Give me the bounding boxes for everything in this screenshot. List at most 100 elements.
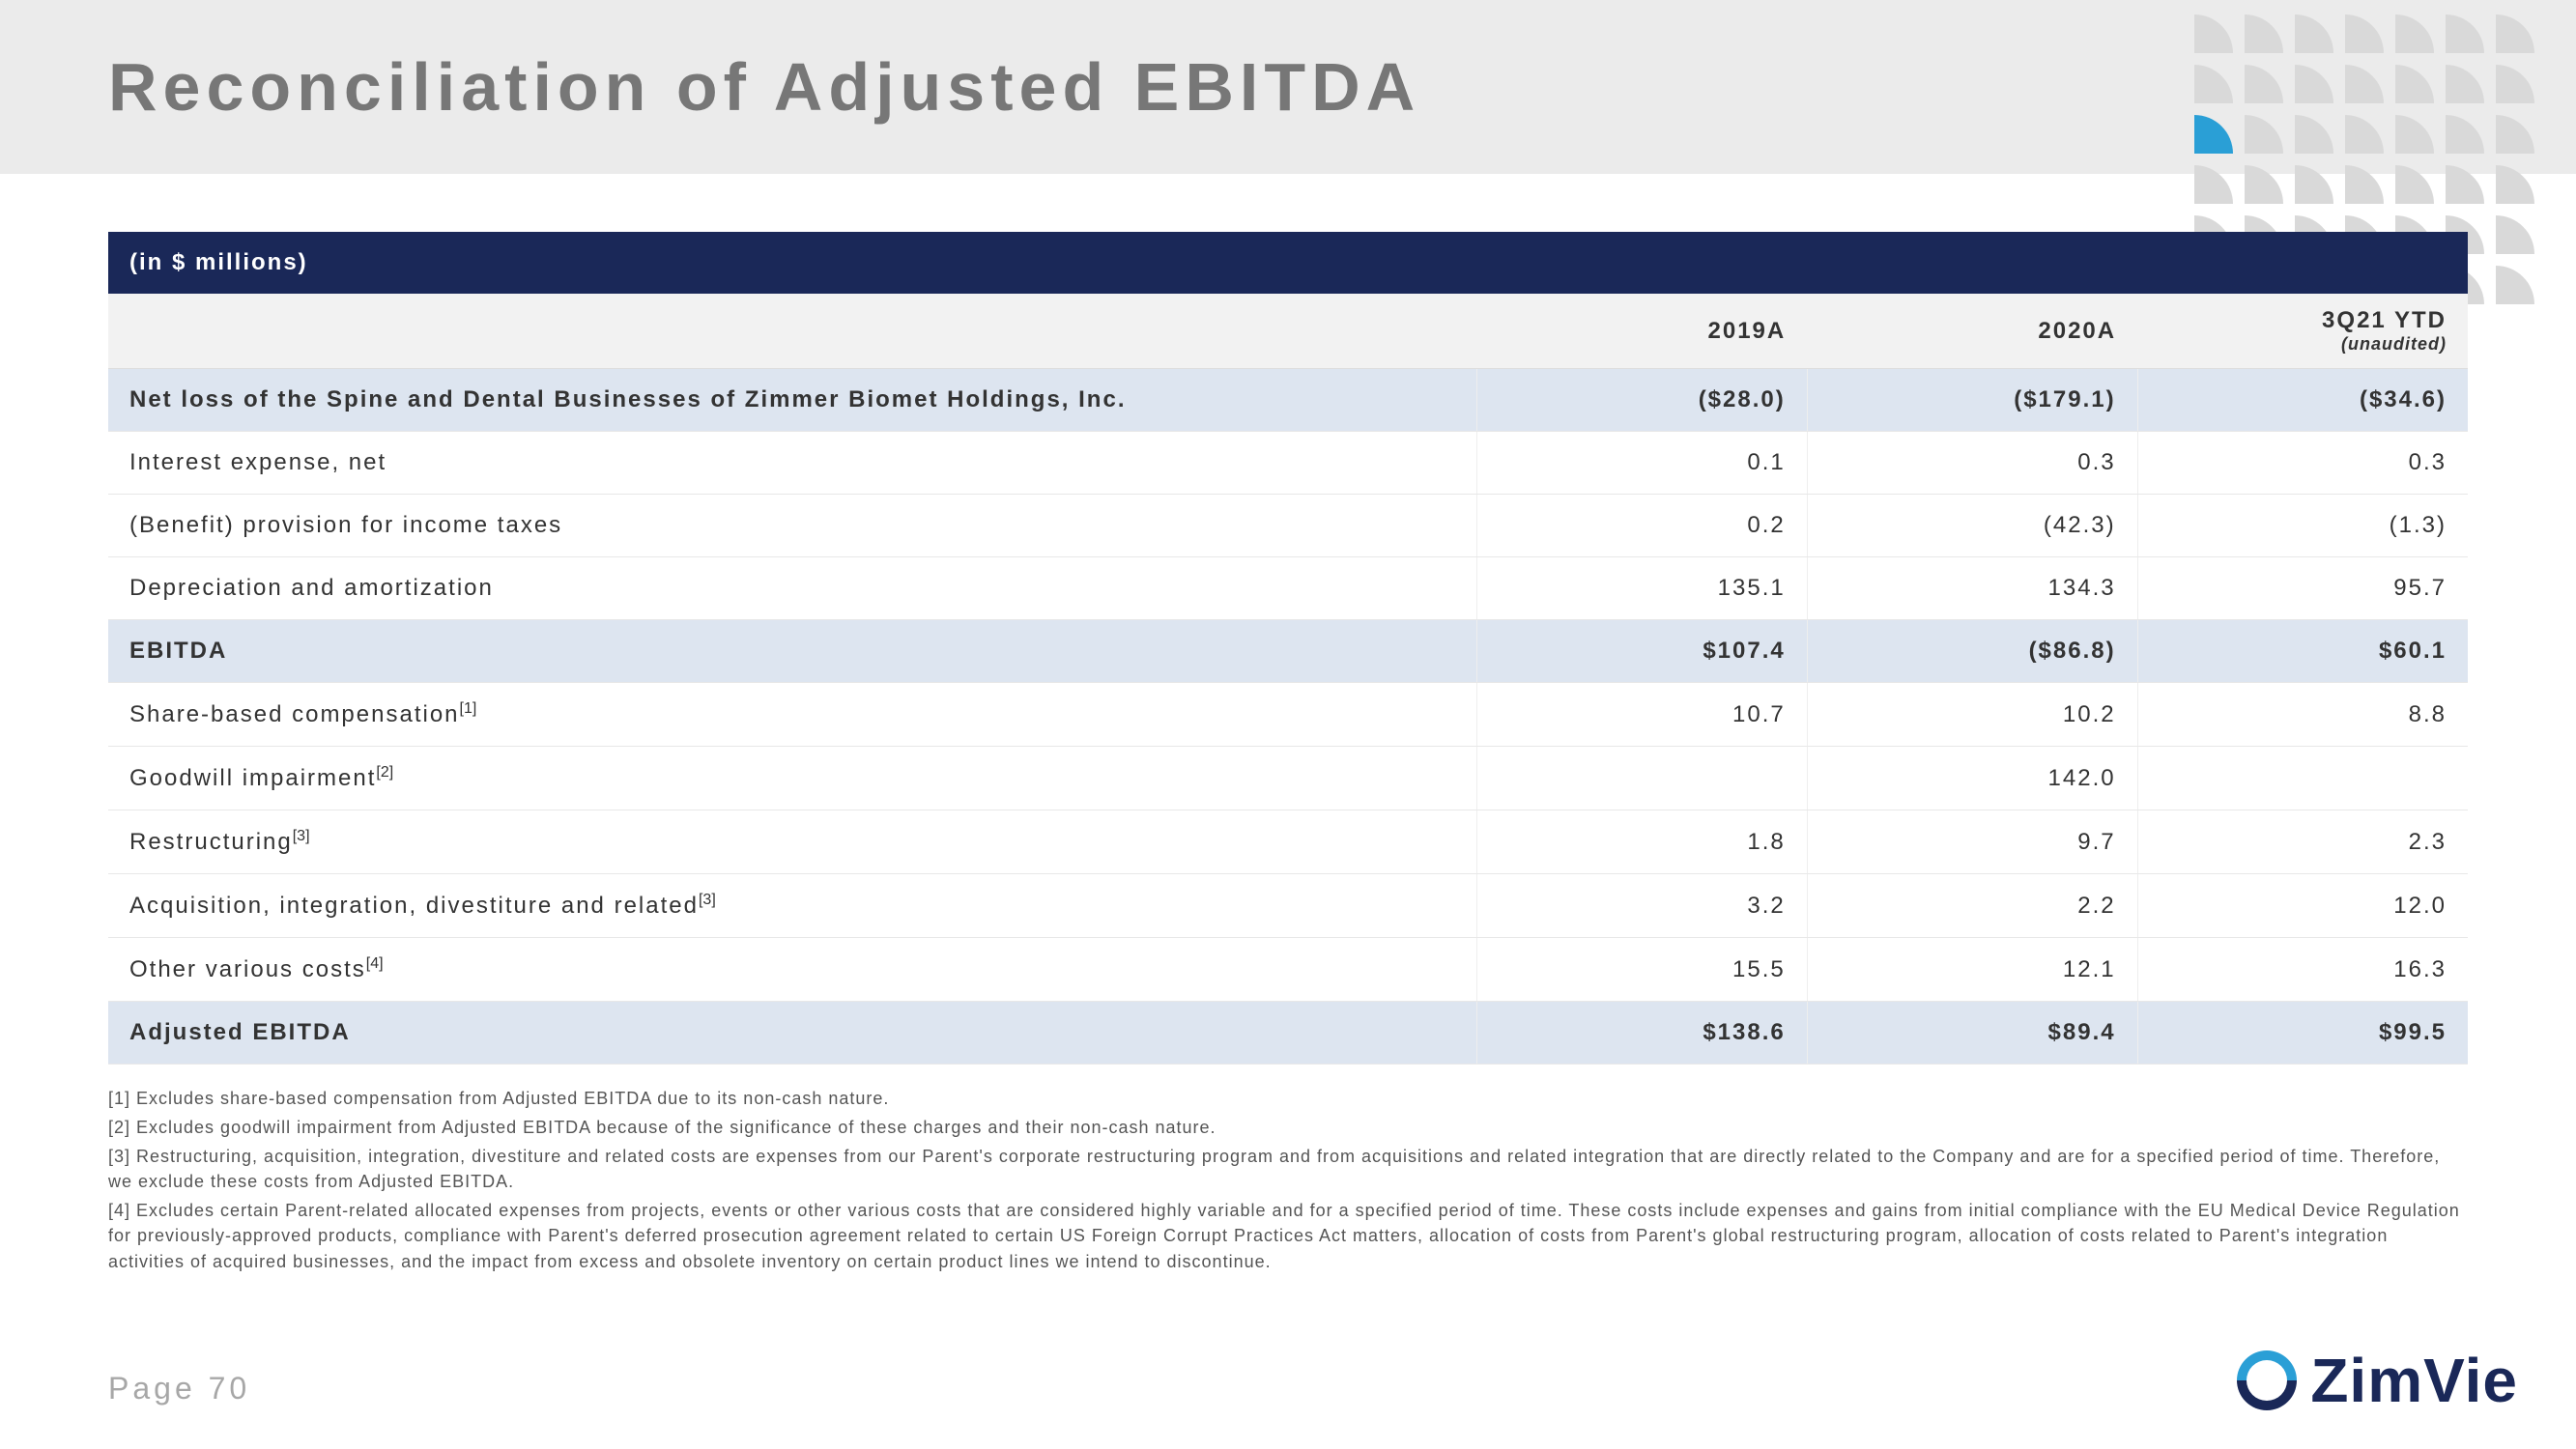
cell-value: 95.7 <box>2137 557 2468 620</box>
wedge-icon <box>2245 115 2283 154</box>
row-label: Adjusted EBITDA <box>108 1002 1476 1065</box>
footnote: [1] Excludes share-based compensation fr… <box>108 1086 2468 1111</box>
content-area: (in $ millions) 2019A 2020A 3Q21 YTD (un… <box>108 232 2468 1278</box>
col-header-2019: 2019A <box>1476 294 1807 369</box>
table-row: Adjusted EBITDA$138.6$89.4$99.5 <box>108 1002 2468 1065</box>
col-header-3q21-sub: (unaudited) <box>2159 334 2447 355</box>
cell-value: $60.1 <box>2137 620 2468 683</box>
footnote-ref: [3] <box>293 828 310 844</box>
wedge-icon <box>2245 165 2283 204</box>
footnote: [4] Excludes certain Parent-related allo… <box>108 1198 2468 1273</box>
zimvie-logo: ZimVie <box>2237 1345 2518 1416</box>
wedge-icon <box>2345 115 2384 154</box>
ebitda-table: (in $ millions) 2019A 2020A 3Q21 YTD (un… <box>108 232 2468 1065</box>
wedge-icon <box>2295 165 2333 204</box>
table-row: Share-based compensation[1]10.710.28.8 <box>108 683 2468 747</box>
wedge-accent-icon <box>2194 115 2233 154</box>
wedge-icon <box>2345 14 2384 53</box>
row-label: Goodwill impairment[2] <box>108 747 1476 810</box>
wedge-icon <box>2395 65 2434 103</box>
cell-value: 134.3 <box>1807 557 2137 620</box>
cell-value: $89.4 <box>1807 1002 2137 1065</box>
wedge-icon <box>2395 165 2434 204</box>
cell-value: 142.0 <box>1807 747 2137 810</box>
page-title: Reconciliation of Adjusted EBITDA <box>108 48 1420 126</box>
table-row: Restructuring[3]1.89.72.3 <box>108 810 2468 874</box>
wedge-icon <box>2496 215 2534 254</box>
footnote-ref: [2] <box>376 764 393 781</box>
cell-value: ($34.6) <box>2137 369 2468 432</box>
cell-value: 10.7 <box>1476 683 1807 747</box>
table-header-band: (in $ millions) <box>108 232 2468 294</box>
col-header-blank <box>108 294 1476 369</box>
wedge-icon <box>2295 14 2333 53</box>
col-header-3q21-main: 3Q21 YTD <box>2322 307 2447 333</box>
logo-text: ZimVie <box>2310 1345 2518 1416</box>
wedge-icon <box>2395 115 2434 154</box>
cell-value: ($179.1) <box>1807 369 2137 432</box>
cell-value: ($28.0) <box>1476 369 1807 432</box>
cell-value: 135.1 <box>1476 557 1807 620</box>
wedge-icon <box>2194 165 2233 204</box>
wedge-icon <box>2446 65 2484 103</box>
row-label: Other various costs[4] <box>108 938 1476 1002</box>
table-body: Net loss of the Spine and Dental Busines… <box>108 369 2468 1065</box>
table-row: Net loss of the Spine and Dental Busines… <box>108 369 2468 432</box>
cell-value: 16.3 <box>2137 938 2468 1002</box>
table-units-label: (in $ millions) <box>108 232 2468 294</box>
cell-value: 2.2 <box>1807 874 2137 938</box>
row-label: Net loss of the Spine and Dental Busines… <box>108 369 1476 432</box>
wedge-icon <box>2295 65 2333 103</box>
cell-value: 12.0 <box>2137 874 2468 938</box>
slide: Reconciliation of Adjusted EBITDA (in $ … <box>0 0 2576 1449</box>
row-label: Restructuring[3] <box>108 810 1476 874</box>
cell-value: ($86.8) <box>1807 620 2137 683</box>
wedge-icon <box>2395 14 2434 53</box>
title-bar: Reconciliation of Adjusted EBITDA <box>0 0 2576 174</box>
cell-value: 15.5 <box>1476 938 1807 1002</box>
wedge-icon <box>2194 65 2233 103</box>
col-header-3q21: 3Q21 YTD (unaudited) <box>2137 294 2468 369</box>
cell-value: 10.2 <box>1807 683 2137 747</box>
wedge-icon <box>2194 14 2233 53</box>
table-row: Depreciation and amortization135.1134.39… <box>108 557 2468 620</box>
wedge-icon <box>2496 115 2534 154</box>
cell-value: (1.3) <box>2137 495 2468 557</box>
table-row: Goodwill impairment[2] 142.0 <box>108 747 2468 810</box>
wedge-icon <box>2446 165 2484 204</box>
cell-value <box>2137 747 2468 810</box>
table-row: Interest expense, net0.10.30.3 <box>108 432 2468 495</box>
wedge-icon <box>2446 14 2484 53</box>
cell-value: 12.1 <box>1807 938 2137 1002</box>
cell-value: (42.3) <box>1807 495 2137 557</box>
table-row: Acquisition, integration, divestiture an… <box>108 874 2468 938</box>
wedge-icon <box>2295 115 2333 154</box>
footnote-ref: [1] <box>460 700 477 717</box>
row-label: Share-based compensation[1] <box>108 683 1476 747</box>
table-row: EBITDA$107.4($86.8)$60.1 <box>108 620 2468 683</box>
wedge-icon <box>2245 65 2283 103</box>
cell-value: 0.3 <box>2137 432 2468 495</box>
cell-value: 0.3 <box>1807 432 2137 495</box>
col-header-2020: 2020A <box>1807 294 2137 369</box>
footnote: [2] Excludes goodwill impairment from Ad… <box>108 1115 2468 1140</box>
wedge-icon <box>2496 165 2534 204</box>
cell-value: 9.7 <box>1807 810 2137 874</box>
cell-value: 1.8 <box>1476 810 1807 874</box>
page-number: Page 70 <box>108 1371 250 1406</box>
wedge-icon <box>2345 65 2384 103</box>
cell-value: $138.6 <box>1476 1002 1807 1065</box>
footnote-ref: [4] <box>366 955 384 972</box>
cell-value: 8.8 <box>2137 683 2468 747</box>
row-label: (Benefit) provision for income taxes <box>108 495 1476 557</box>
cell-value: $107.4 <box>1476 620 1807 683</box>
row-label: Interest expense, net <box>108 432 1476 495</box>
wedge-icon <box>2496 14 2534 53</box>
cell-value <box>1476 747 1807 810</box>
footnotes: [1] Excludes share-based compensation fr… <box>108 1086 2468 1274</box>
wedge-icon <box>2245 14 2283 53</box>
cell-value: 0.2 <box>1476 495 1807 557</box>
cell-value: 0.1 <box>1476 432 1807 495</box>
row-label: Acquisition, integration, divestiture an… <box>108 874 1476 938</box>
wedge-icon <box>2446 115 2484 154</box>
